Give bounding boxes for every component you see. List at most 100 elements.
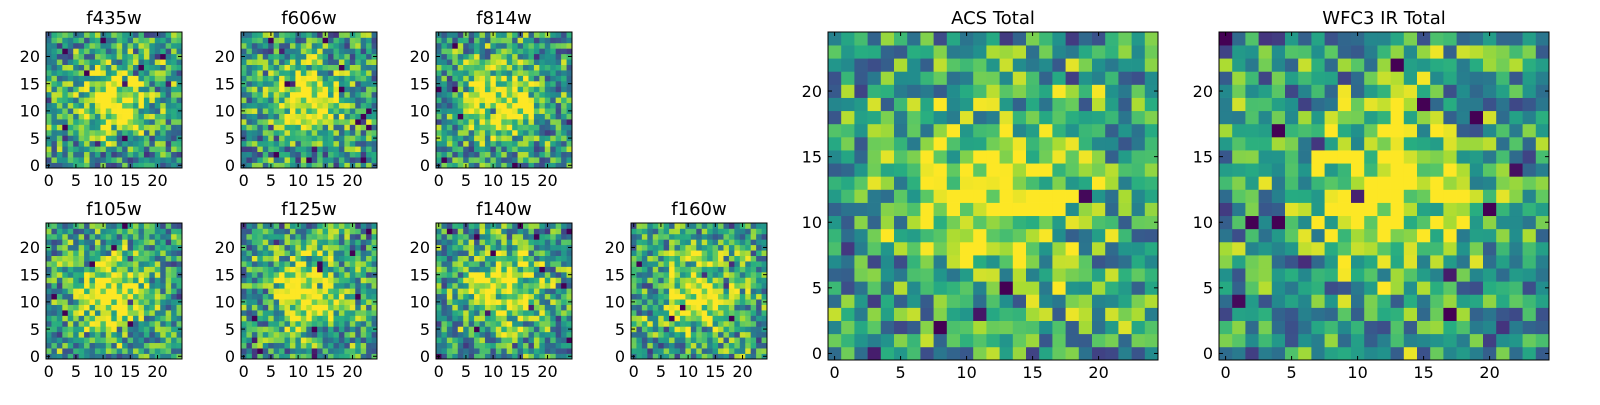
heatmap-cell <box>366 92 372 98</box>
heatmap-cell <box>285 135 291 141</box>
heatmap-cell <box>458 288 464 294</box>
heatmap-cell <box>68 124 74 130</box>
heatmap-cell <box>561 326 567 332</box>
heatmap-cell <box>490 108 496 114</box>
heatmap-cell <box>485 141 491 147</box>
heatmap-cell <box>312 245 318 251</box>
heatmap-cell <box>485 32 491 38</box>
heatmap-cell <box>463 157 469 163</box>
heatmap-cell <box>73 337 79 343</box>
heatmap-cell <box>90 272 96 278</box>
heatmap-cell <box>90 288 96 294</box>
heatmap-cell <box>57 92 63 98</box>
x-tick-label: 20 <box>342 171 362 190</box>
heatmap-cell <box>339 43 345 49</box>
heatmap-cell <box>1052 334 1066 347</box>
heatmap-cell <box>160 141 166 147</box>
heatmap-cell <box>631 256 637 262</box>
heatmap-cell <box>46 239 52 245</box>
heatmap-cell <box>160 294 166 300</box>
heatmap-cell <box>745 267 751 273</box>
heatmap-cell <box>1013 281 1027 294</box>
heatmap-cell <box>480 337 486 343</box>
heatmap-cell <box>301 37 307 43</box>
heatmap-cell <box>496 305 502 311</box>
heatmap-cell <box>62 124 68 130</box>
heatmap-cell <box>149 234 155 240</box>
heatmap-cell <box>144 245 150 251</box>
heatmap-cell <box>631 294 637 300</box>
heatmap-cell <box>685 299 691 305</box>
heatmap-cell <box>550 239 556 245</box>
x-tick-label: 15 <box>705 362 725 381</box>
heatmap-cell <box>333 92 339 98</box>
heatmap-cell <box>51 141 57 147</box>
heatmap-cell <box>328 48 334 54</box>
heatmap-cell <box>62 315 68 321</box>
heatmap-cell <box>669 310 675 316</box>
heatmap-cell <box>295 119 301 125</box>
heatmap-cell <box>523 54 529 60</box>
heatmap-cell <box>285 261 291 267</box>
heatmap-cell <box>263 228 269 234</box>
heatmap-cell <box>441 343 447 349</box>
heatmap-cell <box>474 59 480 65</box>
heatmap-cell <box>496 294 502 300</box>
heatmap-cell <box>447 124 453 130</box>
heatmap-cell <box>57 294 63 300</box>
heatmap-cell <box>841 216 855 229</box>
heatmap-cell <box>138 348 144 354</box>
heatmap-cell <box>344 65 350 71</box>
heatmap-cell <box>642 337 648 343</box>
heatmap-cell <box>84 288 90 294</box>
heatmap-cell <box>523 108 529 114</box>
heatmap-cell <box>177 86 183 92</box>
heatmap-cell <box>57 37 63 43</box>
heatmap-cell <box>372 92 378 98</box>
heatmap-cell <box>68 299 74 305</box>
heatmap-cell <box>745 310 751 316</box>
heatmap-cell <box>57 114 63 120</box>
heatmap-cell <box>323 141 329 147</box>
heatmap-cell <box>567 119 573 125</box>
heatmap-cell <box>436 337 442 343</box>
heatmap-cell <box>95 48 101 54</box>
heatmap-cell <box>490 76 496 82</box>
heatmap-cell <box>128 283 134 289</box>
heatmap-cell <box>160 37 166 43</box>
heatmap-cell <box>295 267 301 273</box>
heatmap-cell <box>290 272 296 278</box>
heatmap-cell <box>534 124 540 130</box>
heatmap-cell <box>285 223 291 229</box>
heatmap-cell <box>252 37 258 43</box>
heatmap-cell <box>534 141 540 147</box>
heatmap-cell <box>73 288 79 294</box>
heatmap-cell <box>246 32 252 38</box>
heatmap-cell <box>512 92 518 98</box>
heatmap-cell <box>312 135 318 141</box>
heatmap-cell <box>372 267 378 273</box>
heatmap-cell <box>333 343 339 349</box>
heatmap-cell <box>117 337 123 343</box>
heatmap-cell <box>73 54 79 60</box>
heatmap-cell <box>523 256 529 262</box>
heatmap-cell <box>1013 176 1027 189</box>
heatmap-cell <box>312 108 318 114</box>
heatmap-cell <box>474 228 480 234</box>
heatmap-cell <box>658 250 664 256</box>
heatmap-cell <box>79 234 85 240</box>
heatmap-cell <box>100 343 106 349</box>
heatmap-cell <box>290 245 296 251</box>
heatmap-cell <box>301 97 307 103</box>
heatmap-cell <box>518 108 524 114</box>
heatmap-cell <box>496 321 502 327</box>
heatmap-cell <box>539 146 545 152</box>
heatmap-cell <box>1000 216 1014 229</box>
heatmap-cell <box>507 86 513 92</box>
heatmap-cell <box>144 239 150 245</box>
heatmap-cell <box>73 326 79 332</box>
heatmap-cell <box>868 334 882 347</box>
heatmap-cell <box>350 256 356 262</box>
heatmap-cell <box>171 141 177 147</box>
heatmap-cell <box>920 176 934 189</box>
